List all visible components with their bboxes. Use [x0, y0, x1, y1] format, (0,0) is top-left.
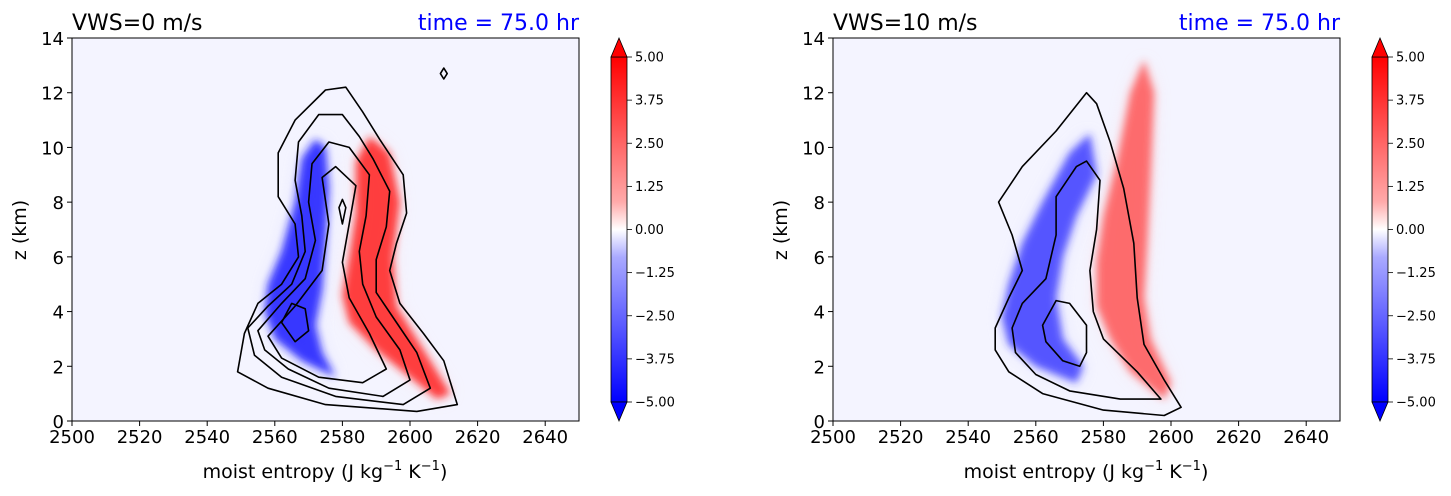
- plot-area: [833, 38, 1340, 421]
- colorbar-tick-label: 3.75: [635, 94, 664, 109]
- contour-line-0: [994, 91, 1182, 417]
- shading-layer: [236, 67, 459, 413]
- colorbar-tick-label: −1.25: [1396, 266, 1436, 281]
- contour-layer: [994, 91, 1182, 417]
- y-tick-label: 10: [802, 138, 825, 159]
- colorbar-tick-label: 0.00: [635, 223, 664, 238]
- colorbar-tick-label: −3.75: [635, 352, 675, 367]
- x-tick-label: 2620: [455, 427, 501, 448]
- blue-core: [1002, 133, 1097, 383]
- panel-vws-10: 2500 2520 2540 2560 2580 2600 2620 2640 0 2 4 6 8 10…: [770, 11, 1436, 483]
- colorbar-tick-label: 3.75: [1396, 94, 1425, 109]
- colorbar-tick-label: −2.50: [1396, 309, 1436, 324]
- colorbar-tick-label: −2.50: [635, 309, 675, 324]
- colorbar-tick-label: −5.00: [1396, 396, 1436, 411]
- x-axis: 2500 2520 2540 2560 2580 2600 2620 2640: [810, 421, 1329, 448]
- colorbar-tick-label: 5.00: [1396, 51, 1425, 66]
- colorbar-tick-label: 1.25: [635, 180, 664, 195]
- y-tick-label: 0: [814, 412, 825, 433]
- time-label: time = 75.0 hr: [418, 11, 580, 36]
- time-label: time = 75.0 hr: [1179, 11, 1341, 36]
- chart-title: VWS=10 m/s: [833, 11, 978, 36]
- colorbar-tick-label: 2.50: [635, 137, 664, 152]
- colorbar-ticks: 5.00 3.75 2.50 1.25 0.00 −1.25 −2.50 −3.75 −5.00: [1388, 51, 1436, 411]
- y-tick-label: 12: [41, 84, 64, 105]
- y-axis: 0 2 4 6 8 10 12 14: [41, 29, 72, 433]
- x-tick-label: 2520: [878, 427, 924, 448]
- y-tick-label: 8: [814, 193, 825, 214]
- x-tick-label: 2600: [1148, 427, 1194, 448]
- colorbar-tick-label: −3.75: [1396, 352, 1436, 367]
- y-tick-label: 2: [814, 357, 825, 378]
- shading-layer: [994, 59, 1182, 417]
- colorbar-tick-label: 2.50: [1396, 137, 1425, 152]
- contour-line-4: [280, 302, 310, 343]
- contour-line-1: [247, 113, 432, 406]
- panel-vws-0: 2500 2520 2540 2560 2580 2600 2620 2640 0 2 4 6 8 10…: [9, 11, 675, 483]
- colorbar-min-extension: [610, 401, 628, 423]
- colorbar-max-extension: [610, 36, 628, 58]
- colorbar-tick-label: 5.00: [635, 51, 664, 66]
- colorbar-body: [610, 56, 628, 403]
- red-core: [1096, 59, 1171, 400]
- y-tick-label: 12: [802, 84, 825, 105]
- x-tick-label: 2580: [319, 427, 365, 448]
- y-tick-label: 14: [802, 29, 825, 50]
- colorbar-max-extension: [1371, 36, 1389, 58]
- x-tick-label: 2540: [184, 427, 230, 448]
- contour-line-1: [1011, 160, 1162, 400]
- y-tick-label: 8: [53, 193, 64, 214]
- y-tick-label: 6: [814, 248, 825, 269]
- contour-line-6: [439, 67, 448, 80]
- y-tick-label: 0: [53, 412, 64, 433]
- colorbar: 5.00 3.75 2.50 1.25 0.00 −1.25 −2.50 −3.75 −5.00: [1371, 36, 1436, 423]
- blue-core: [264, 139, 336, 378]
- y-tick-label: 2: [53, 357, 64, 378]
- colorbar-tick-label: −1.25: [635, 266, 675, 281]
- colorbar-tick-label: 1.25: [1396, 180, 1425, 195]
- colorbar-tick-label: −5.00: [635, 396, 675, 411]
- axes-frame: [71, 37, 580, 422]
- x-axis: 2500 2520 2540 2560 2580 2600 2620 2640: [49, 421, 568, 448]
- x-axis-label: moist entropy (J kg−1 K−1): [964, 459, 1209, 483]
- y-tick-label: 4: [814, 303, 825, 324]
- colorbar-body: [1371, 56, 1389, 403]
- x-tick-label: 2540: [945, 427, 991, 448]
- x-tick-label: 2580: [1080, 427, 1126, 448]
- contour-line-3: [267, 165, 388, 384]
- x-tick-label: 2640: [522, 427, 568, 448]
- x-axis-label: moist entropy (J kg−1 K−1): [203, 459, 448, 483]
- axes-frame: [832, 37, 1341, 422]
- y-axis-label: z (km): [770, 200, 792, 260]
- contour-layer: [236, 67, 459, 413]
- x-tick-label: 2520: [117, 427, 163, 448]
- y-tick-label: 4: [53, 303, 64, 324]
- y-axis: 0 2 4 6 8 10 12 14: [802, 29, 833, 433]
- contour-line-2: [1041, 299, 1088, 368]
- contour-line-0: [236, 86, 459, 413]
- colorbar-ticks: 5.00 3.75 2.50 1.25 0.00 −1.25 −2.50 −3.75 −5.00: [627, 51, 675, 411]
- x-tick-label: 2560: [1013, 427, 1059, 448]
- x-tick-label: 2600: [387, 427, 433, 448]
- x-tick-label: 2500: [810, 427, 856, 448]
- x-tick-label: 2500: [49, 427, 95, 448]
- colorbar-min-extension: [1371, 401, 1389, 423]
- contour-line-5: [338, 198, 347, 225]
- y-tick-label: 14: [41, 29, 64, 50]
- x-tick-label: 2640: [1283, 427, 1329, 448]
- y-axis-label: z (km): [9, 200, 31, 260]
- colorbar: 5.00 3.75 2.50 1.25 0.00 −1.25 −2.50 −3.75 −5.00: [610, 36, 675, 423]
- y-tick-label: 6: [53, 248, 64, 269]
- x-tick-label: 2560: [252, 427, 298, 448]
- colorbar-tick-label: 0.00: [1396, 223, 1425, 238]
- chart-title: VWS=0 m/s: [72, 11, 203, 36]
- y-tick-label: 10: [41, 138, 64, 159]
- contour-line-2: [257, 141, 411, 398]
- x-tick-label: 2620: [1216, 427, 1262, 448]
